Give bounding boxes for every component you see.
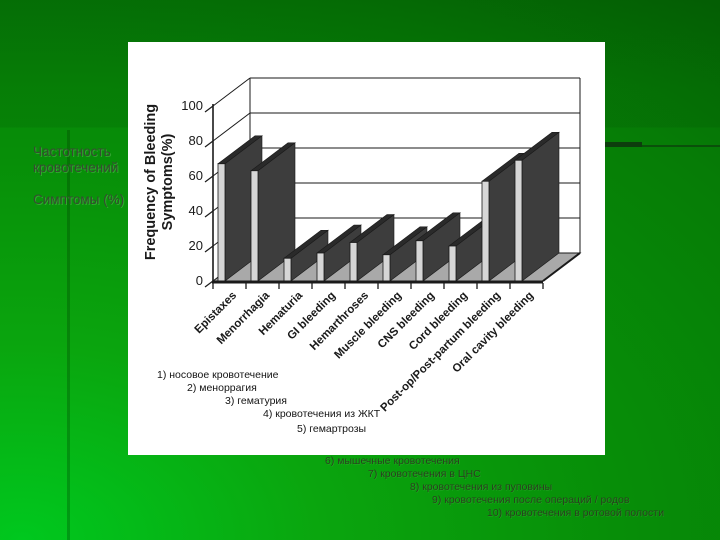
slide-heading: Частотность кровотечений (33, 144, 118, 176)
annotation-4: 4) кровотечения из ЖКТ (263, 408, 381, 420)
annotation-2: 2) меноррагия (187, 382, 257, 394)
annotation-7: 7) кровотечения в ЦНС (368, 468, 481, 480)
slide-subheading: Симптомы (%) (33, 192, 125, 207)
annotation-9: 9) кровотечения после операций / родов (432, 494, 630, 506)
annotation-6: 6) мышечные кровотечения (325, 455, 460, 467)
svg-text:0: 0 (196, 273, 203, 288)
slide-heading-line-1: Частотность (33, 144, 111, 159)
svg-text:60: 60 (189, 168, 203, 183)
svg-text:Cord bleeding: Cord bleeding (407, 290, 470, 353)
svg-text:40: 40 (189, 203, 203, 218)
svg-text:Hemarthroses: Hemarthroses (308, 290, 371, 353)
annotation-3: 3) гематурия (225, 395, 287, 407)
background-vertical-divider (67, 130, 70, 540)
bleeding-symptoms-bar-chart: 020406080100EpistaxesMenorrhagiaHematuri… (143, 77, 582, 415)
annotation-10: 10) кровотечения в ротовой полости (487, 507, 665, 519)
svg-text:Post-op/Post-partum bleeding: Post-op/Post-partum bleeding (379, 290, 504, 415)
annotation-1: 1) носовое кровотечение (157, 369, 279, 381)
svg-text:Frequency of Bleeding: Frequency of Bleeding (143, 104, 159, 260)
svg-text:80: 80 (189, 133, 203, 148)
divider-line-thin (642, 145, 720, 147)
svg-text:100: 100 (181, 98, 203, 113)
svg-text:CNS bleeding: CNS bleeding (376, 290, 437, 351)
slide-heading-line-2: кровотечений (33, 160, 119, 175)
svg-text:20: 20 (189, 238, 203, 253)
annotation-5: 5) гемартрозы (297, 423, 367, 435)
svg-text:Symptoms(%): Symptoms(%) (160, 133, 176, 230)
annotation-8: 8) кровотечения из пуповины (410, 481, 553, 493)
chart-figure: 0 20 40 60 80 100 Epistaxes Menorrhagia Hematuri… (128, 42, 605, 455)
divider-line-thick (604, 142, 642, 147)
